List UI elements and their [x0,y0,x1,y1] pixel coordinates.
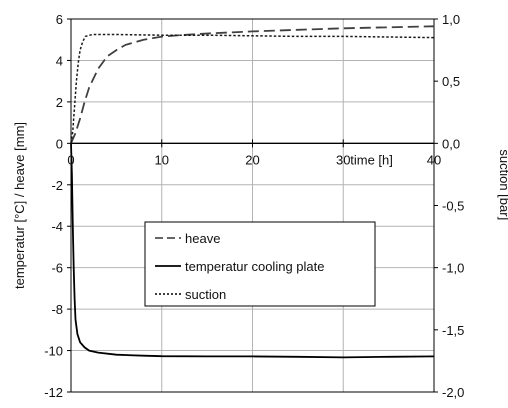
legend-label-heave: heave [185,231,220,246]
x-tick-label-40: 40 [427,152,441,167]
y2-tick-label-1-0: -1,0 [442,261,464,276]
x-tick-label-10: 10 [155,152,169,167]
x-tick-label-20: 20 [245,152,259,167]
y-tick-label-6: -6 [51,261,63,276]
y-tick-label-10: -10 [44,344,63,359]
x-tick-label-30: 30 [336,152,350,167]
y2-tick-label-2-0: -2,0 [442,385,464,400]
series-line-temperatur-cooling-plate [70,143,435,359]
y2-axis-label: suction [bar] [497,149,508,220]
y-tick-label-4: -4 [51,219,63,234]
x-tick-label-0: 0 [67,152,74,167]
tick-labels: 6420-2-4-6-8-10-121,00,50,0-0,5-1,0-1,5-… [44,12,464,400]
series-layer [70,25,435,359]
legend: heave temperatur cooling plate suction [144,221,376,307]
series-line-heave [70,25,435,144]
y-tick-label-2: 2 [56,95,63,110]
legend-box [144,221,376,307]
x-axis-label: time [h] [350,152,393,167]
y2-tick-label-0-0: 0,0 [442,136,460,151]
legend-label-suction: suction [185,287,226,302]
y2-tick-label-1-5: -1,5 [442,323,464,338]
y-axis-label: temperatur [°C] / heave [mm] [12,122,27,289]
y-tick-label-4: 4 [56,53,63,68]
y-tick-label-6: 6 [56,12,63,27]
y-tick-label-8: -8 [51,302,63,317]
grid [71,19,434,392]
y-tick-label-2: -2 [51,178,63,193]
y-tick-label-12: -12 [44,385,63,400]
y2-tick-label-0-5: 0,5 [442,74,460,89]
legend-label-temperatur-cooling-plate: temperatur cooling plate [185,259,324,274]
series-line-suction [70,33,435,144]
y-tick-label-0: 0 [56,136,63,151]
y2-tick-label-0-5: -0,5 [442,199,464,214]
y2-tick-label-1-0: 1,0 [442,12,460,27]
